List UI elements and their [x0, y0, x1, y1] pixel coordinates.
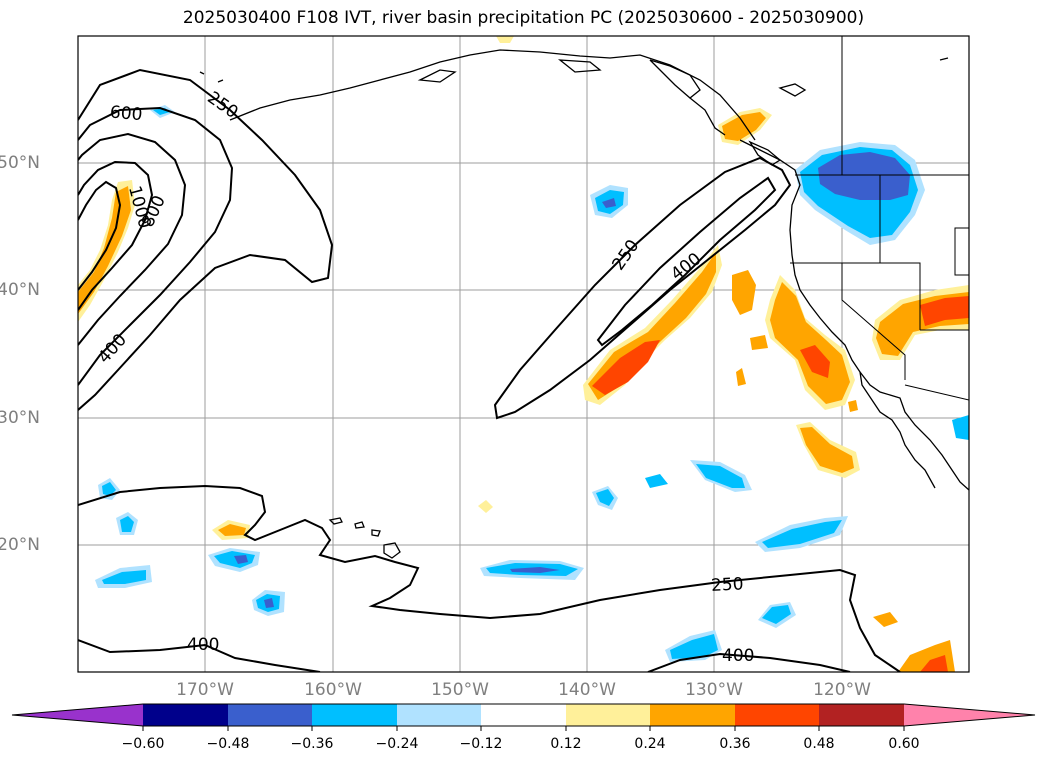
precip-negative-region — [596, 489, 614, 506]
colorbar-extend-low — [12, 704, 143, 726]
precip-negative-region — [234, 555, 248, 564]
lon-label: 170°W — [176, 680, 234, 700]
lon-label: 130°W — [685, 680, 743, 700]
colorbar-segment — [819, 704, 904, 726]
colorbar-tick-label: −0.36 — [290, 736, 334, 752]
ivt-contour-400 — [596, 176, 777, 347]
precip-positive-region — [920, 296, 969, 326]
precip-negative-region — [102, 482, 116, 496]
precip-positive-region — [770, 282, 850, 404]
colorbar-tick-label: −0.48 — [206, 736, 250, 752]
lon-label: 140°W — [558, 680, 616, 700]
colorbar — [11, 703, 1036, 731]
colorbar-segment — [650, 704, 735, 726]
lon-label: 150°W — [431, 680, 489, 700]
ivt-contour-250 — [78, 68, 334, 411]
precip-negative-region — [102, 570, 146, 584]
ivt-contour-400 — [647, 652, 851, 672]
precip-negative-region — [120, 516, 134, 532]
ivt-contour-600 — [78, 132, 187, 346]
precip-positive-region — [920, 655, 948, 672]
colorbar-segment — [397, 704, 481, 726]
precip-positive-region — [722, 112, 766, 141]
precip-pc-shading — [78, 36, 969, 672]
contour-label: 400 — [187, 635, 219, 655]
precip-negative-region — [264, 598, 274, 608]
precip-positive-region — [736, 368, 746, 386]
contour-label: 250 — [711, 574, 744, 596]
colorbar-tick-label: −0.12 — [459, 736, 503, 752]
lat-label: 30°N — [0, 408, 40, 428]
map-title: 2025030400 F108 IVT, river basin precipi… — [182, 8, 865, 28]
ivt-contour-400 — [78, 639, 321, 672]
precip-negative-region — [645, 474, 668, 488]
colorbar-tick-label: 0.48 — [803, 736, 835, 752]
precip-negative-region — [510, 567, 560, 573]
precip-positive-region — [750, 335, 768, 350]
precip-negative-region — [762, 605, 791, 624]
precip-positive-region — [218, 524, 246, 536]
precip-positive-region — [800, 427, 854, 473]
colorbar-segment — [735, 704, 819, 726]
precip-positive-region — [592, 340, 660, 395]
contour-label: 400 — [722, 646, 754, 666]
lat-label: 20°N — [0, 535, 40, 555]
precip-negative-region — [762, 520, 842, 548]
colorbar-segment — [566, 704, 650, 726]
precip-negative-region — [696, 464, 745, 488]
map-frame — [77, 35, 970, 673]
colorbar-segment — [312, 704, 397, 726]
precip-negative-region — [602, 198, 616, 208]
precip-negative-region — [670, 634, 718, 659]
lon-label: 120°W — [813, 680, 871, 700]
colorbar-tick-label: 0.36 — [719, 736, 751, 752]
ivt-contour-800 — [78, 160, 154, 311]
colorbar-extend-high — [904, 704, 1035, 726]
colorbar-tick-label: 0.24 — [634, 736, 666, 752]
coastlines — [199, 49, 969, 559]
colorbar-tick-label: 0.12 — [550, 736, 582, 752]
precip-positive-region — [848, 400, 858, 412]
colorbar-segment — [481, 704, 566, 726]
ivt-contours — [78, 68, 901, 672]
colorbar-segment — [143, 704, 228, 726]
contour-label: 600 — [109, 102, 143, 125]
colorbar-tick-label: −0.60 — [121, 736, 165, 752]
precip-negative-region — [818, 152, 910, 200]
political-borders — [790, 36, 969, 401]
lon-label: 160°W — [304, 680, 362, 700]
ivt-contour-1000 — [78, 180, 122, 291]
ivt-contour-400 — [78, 106, 234, 386]
precip-positive-region — [496, 36, 514, 43]
ivt-contour-250 — [493, 156, 792, 420]
precip-positive-region — [873, 612, 898, 627]
lat-label: 50°N — [0, 153, 40, 173]
colorbar-tick-label: 0.60 — [888, 736, 920, 752]
precip-positive-region — [800, 345, 830, 378]
colorbar-tick-label: −0.24 — [375, 736, 419, 752]
colorbar-segment — [228, 704, 312, 726]
precip-negative-region — [952, 415, 969, 440]
lat-label: 40°N — [0, 280, 40, 300]
precip-positive-region — [732, 270, 756, 315]
precip-positive-region — [478, 500, 493, 513]
ivt-contour-250 — [78, 484, 901, 672]
